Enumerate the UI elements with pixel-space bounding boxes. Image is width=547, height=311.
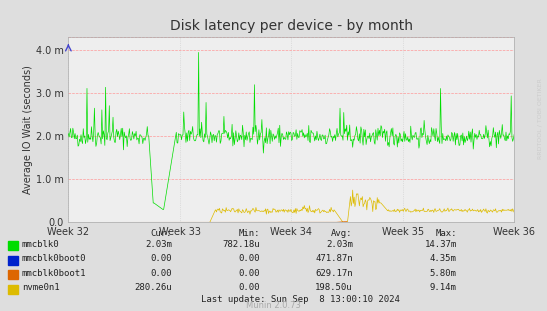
Text: 0.00: 0.00 bbox=[238, 283, 260, 292]
Text: 280.26u: 280.26u bbox=[135, 283, 172, 292]
Text: nvme0n1: nvme0n1 bbox=[22, 283, 60, 292]
Text: 198.50u: 198.50u bbox=[315, 283, 353, 292]
Text: 0.00: 0.00 bbox=[238, 254, 260, 263]
Text: 0.00: 0.00 bbox=[238, 269, 260, 277]
Text: Cur:: Cur: bbox=[151, 229, 172, 238]
Text: Last update: Sun Sep  8 13:00:10 2024: Last update: Sun Sep 8 13:00:10 2024 bbox=[201, 295, 400, 304]
Text: RRDTOOL / TOBI OETIKER: RRDTOOL / TOBI OETIKER bbox=[538, 78, 543, 159]
Text: Max:: Max: bbox=[435, 229, 457, 238]
Text: 629.17n: 629.17n bbox=[315, 269, 353, 277]
Text: 5.80m: 5.80m bbox=[430, 269, 457, 277]
Title: Disk latency per device - by month: Disk latency per device - by month bbox=[170, 19, 413, 33]
Text: 14.37m: 14.37m bbox=[424, 240, 457, 248]
Text: mmcblk0: mmcblk0 bbox=[22, 240, 60, 248]
Text: Avg:: Avg: bbox=[331, 229, 353, 238]
Text: Munin 2.0.73: Munin 2.0.73 bbox=[246, 301, 301, 310]
Text: 0.00: 0.00 bbox=[151, 269, 172, 277]
Text: Min:: Min: bbox=[238, 229, 260, 238]
Text: mmcblk0boot1: mmcblk0boot1 bbox=[22, 269, 86, 277]
Text: 2.03m: 2.03m bbox=[146, 240, 172, 248]
Text: 0.00: 0.00 bbox=[151, 254, 172, 263]
Text: mmcblk0boot0: mmcblk0boot0 bbox=[22, 254, 86, 263]
Text: 9.14m: 9.14m bbox=[430, 283, 457, 292]
Y-axis label: Average IO Wait (seconds): Average IO Wait (seconds) bbox=[23, 65, 33, 194]
Text: 4.35m: 4.35m bbox=[430, 254, 457, 263]
Text: 2.03m: 2.03m bbox=[326, 240, 353, 248]
Text: 471.87n: 471.87n bbox=[315, 254, 353, 263]
Text: 782.18u: 782.18u bbox=[222, 240, 260, 248]
